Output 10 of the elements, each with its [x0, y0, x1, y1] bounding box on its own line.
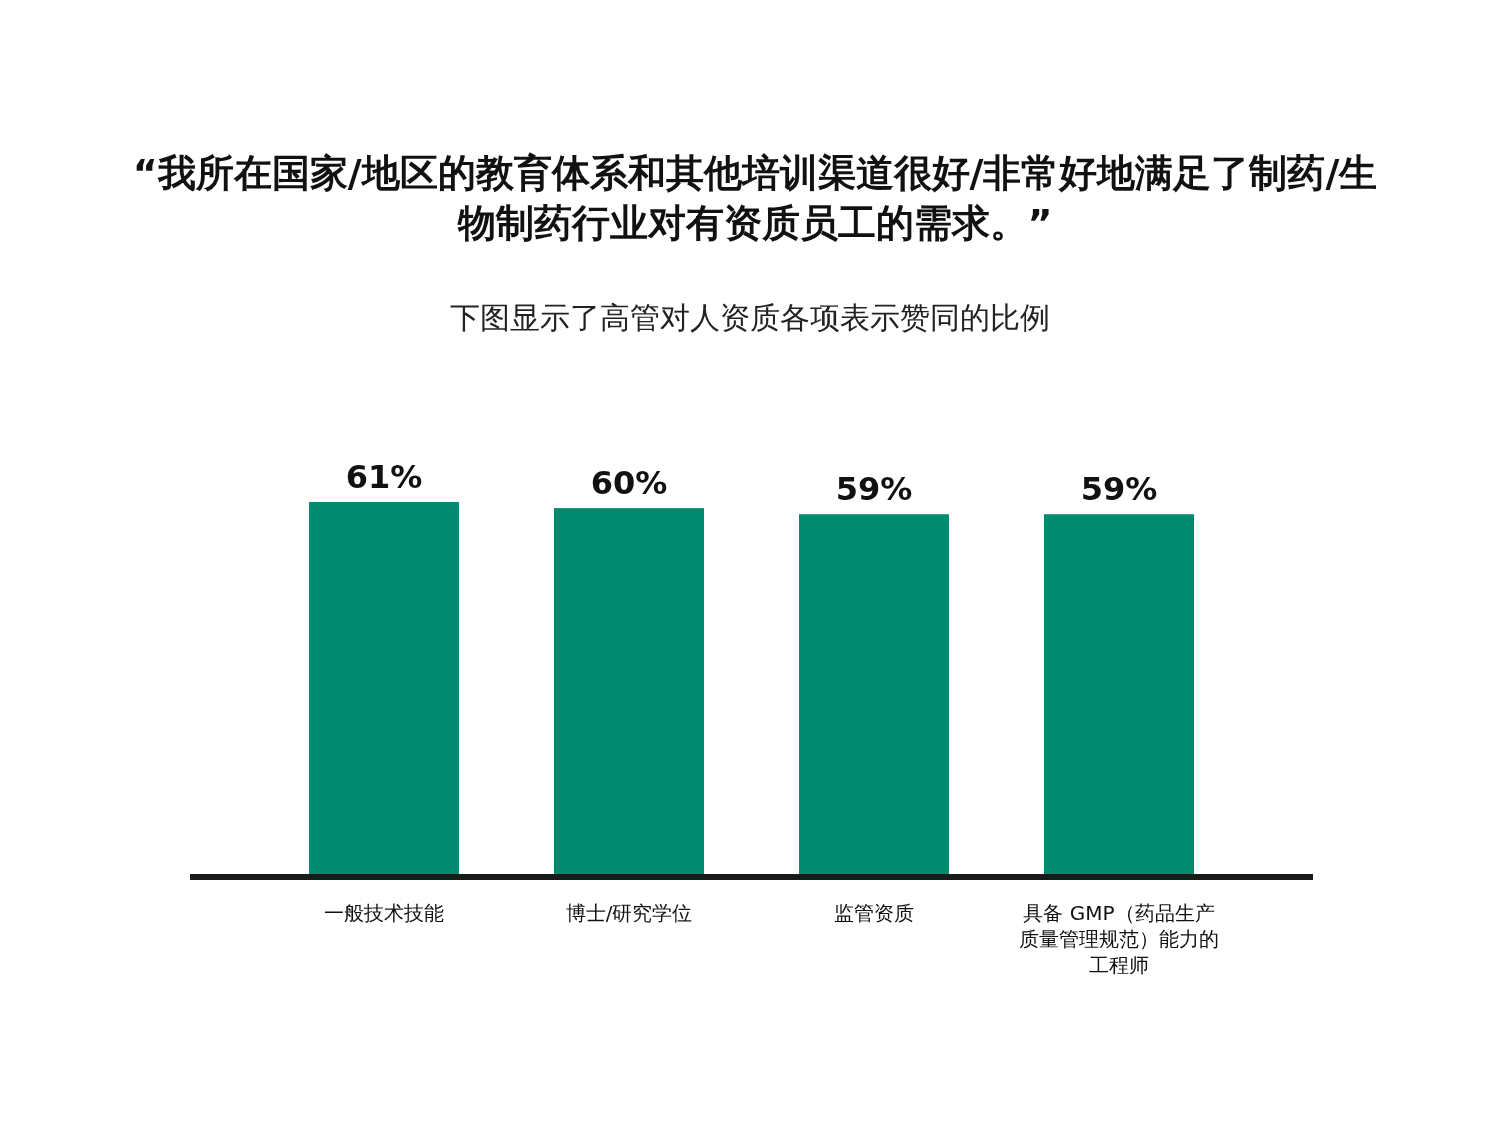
data-label: 60%: [590, 464, 668, 503]
x-tick-label: 一般技术技能: [323, 900, 445, 926]
x-tick-label: 具备 GMP（药品生产质量管理规范）能力的工程师: [1019, 900, 1219, 978]
data-label: 59%: [1080, 470, 1158, 509]
title: “我所在国家/地区的教育体系和其他培训渠道很好/非常好地满足了制药/生物制药行业对有资质员工的需求。”: [131, 150, 1379, 247]
data-label: 59%: [835, 470, 913, 509]
x-tick-label: 监管资质: [833, 900, 915, 926]
data-label: 61%: [345, 458, 423, 496]
subtitle: 下图显示了高管对人资质各项表示赞同的比例: [449, 299, 1051, 337]
x-tick-label: 博士/研究学位: [564, 900, 694, 926]
